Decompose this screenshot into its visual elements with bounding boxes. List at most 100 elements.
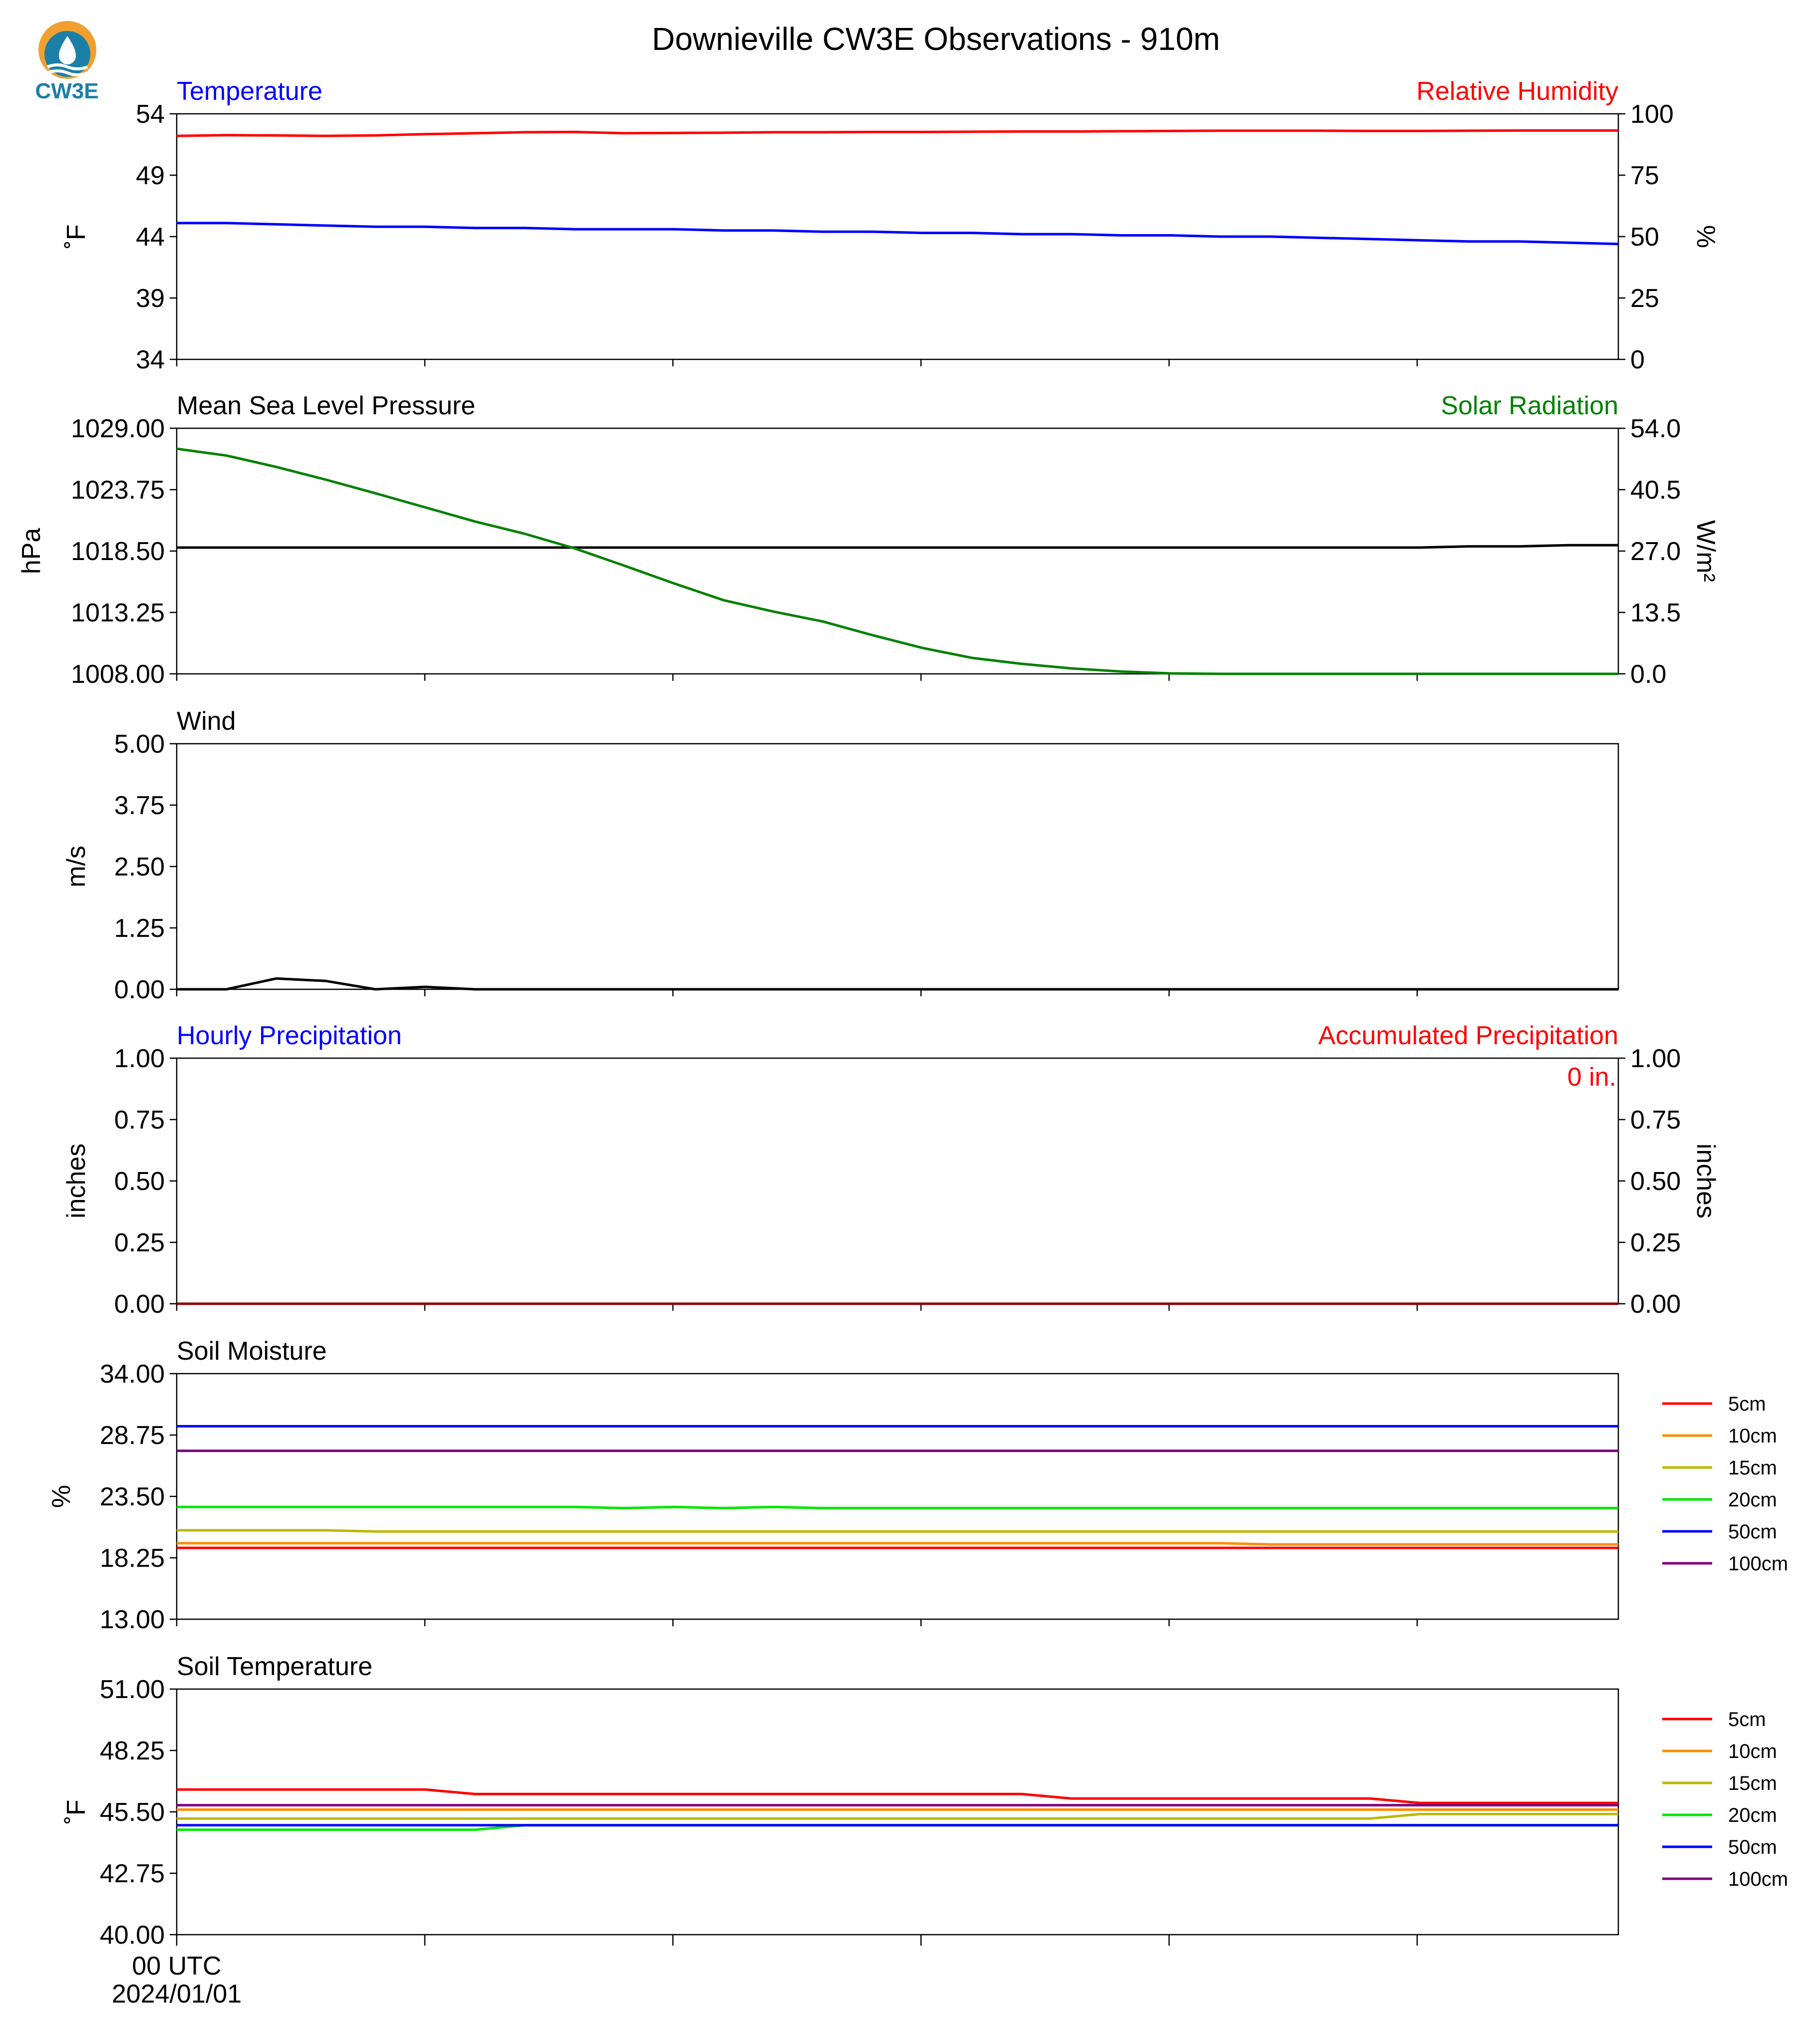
y-tick-label: 0.00 — [114, 975, 165, 1004]
panel-left-title: Soil Temperature — [177, 1652, 372, 1681]
y-tick-label: 39 — [136, 284, 165, 313]
legend-label: 50cm — [1728, 1521, 1777, 1543]
legend-label: 100cm — [1728, 1868, 1788, 1890]
y2-tick-label: 0.00 — [1630, 1290, 1681, 1319]
y2-axis-label: % — [1691, 225, 1720, 248]
y-tick-label: 1029.00 — [71, 414, 165, 443]
panel-frame — [176, 743, 1619, 990]
series-line-15cm — [177, 1529, 1618, 1533]
y-tick-label: 48.25 — [100, 1737, 165, 1765]
y-axis-label: inches — [62, 1144, 91, 1218]
y2-tick-label: 1.00 — [1630, 1044, 1681, 1073]
legend-label: 10cm — [1728, 1425, 1777, 1447]
y-axis-label: m/s — [62, 846, 91, 887]
y2-tick-label: 54.0 — [1630, 414, 1681, 443]
panel-left-title: Soil Moisture — [177, 1337, 327, 1366]
y-tick-label: 45.50 — [100, 1798, 165, 1827]
panel-1 — [170, 427, 1625, 681]
y-tick-label: 1008.00 — [71, 660, 165, 689]
legend-label: 5cm — [1728, 1709, 1766, 1731]
logo-wave — [46, 69, 88, 76]
legend-label: 15cm — [1728, 1772, 1777, 1794]
y-axis-label: % — [47, 1485, 76, 1508]
y-tick-label: 0.75 — [114, 1106, 165, 1135]
y2-tick-label: 0.25 — [1630, 1228, 1681, 1257]
series-line-left — [177, 544, 1618, 549]
y-axis-label: ˚F — [62, 1799, 91, 1824]
y-tick-label: 1.25 — [114, 914, 165, 943]
y2-tick-label: 0 — [1630, 345, 1645, 374]
series-line-5cm — [177, 1788, 1618, 1804]
series-line-20cm — [177, 1505, 1618, 1509]
cw3e-logo — [30, 15, 105, 110]
y-tick-label: 0.25 — [114, 1228, 165, 1257]
y2-tick-label: 13.5 — [1630, 598, 1681, 627]
y-tick-label: 5.00 — [114, 730, 165, 759]
y-tick-label: 23.50 — [100, 1482, 165, 1511]
legend-label: 100cm — [1728, 1553, 1788, 1575]
y-tick-label: 34 — [136, 345, 165, 374]
panel-5 — [170, 1688, 1712, 1946]
y2-tick-label: 0.75 — [1630, 1106, 1681, 1135]
y-tick-label: 13.00 — [100, 1605, 165, 1634]
y-tick-label: 3.75 — [114, 791, 165, 820]
series-line-right — [176, 447, 1618, 675]
panel-frame — [176, 1373, 1619, 1620]
y-tick-label: 2.50 — [114, 853, 165, 881]
y-tick-label: 51.00 — [100, 1675, 165, 1704]
legend-label: 20cm — [1728, 1489, 1777, 1511]
panel-left-title: Wind — [177, 707, 236, 736]
logo-wave — [46, 63, 88, 70]
y-tick-label: 1018.50 — [71, 537, 165, 566]
legend-label: 5cm — [1728, 1393, 1766, 1415]
y-tick-label: 0.00 — [114, 1290, 165, 1319]
y2-axis-label: inches — [1691, 1144, 1720, 1218]
panel-0 — [170, 113, 1625, 366]
panel-right-title: Relative Humidity — [1416, 77, 1618, 106]
panel-frame — [176, 1688, 1619, 1936]
y-tick-label: 42.75 — [100, 1859, 165, 1888]
y-tick-label: 54 — [136, 100, 165, 129]
accumulated-total-annotation: 0 in. — [1567, 1063, 1616, 1092]
y2-tick-label: 25 — [1630, 284, 1659, 313]
panel-frame — [176, 1057, 1619, 1305]
y-tick-label: 1023.75 — [71, 476, 165, 505]
y2-tick-label: 50 — [1630, 223, 1659, 252]
y-tick-label: 18.25 — [100, 1544, 165, 1573]
legend-label: 15cm — [1728, 1457, 1777, 1479]
y2-tick-label: 0.50 — [1630, 1167, 1681, 1196]
legend-label: 10cm — [1728, 1740, 1777, 1762]
y-tick-label: 44 — [136, 223, 165, 252]
y-tick-label: 0.50 — [114, 1167, 165, 1196]
y-tick-label: 1.00 — [114, 1044, 165, 1073]
panel-right-title: Accumulated Precipitation — [1318, 1021, 1618, 1050]
panel-right-title: Solar Radiation — [1441, 391, 1618, 420]
x-tick-label: 00 UTC — [132, 1952, 221, 1981]
y-tick-label: 1013.25 — [71, 598, 165, 627]
figure-title: Downieville CW3E Observations - 910m — [652, 21, 1220, 57]
y-tick-label: 28.75 — [100, 1421, 165, 1450]
series-line-15cm — [177, 1813, 1618, 1820]
logo-mark — [38, 21, 96, 79]
y-tick-label: 49 — [136, 161, 165, 190]
panel-frame — [176, 427, 1619, 675]
panel-frame — [176, 113, 1619, 360]
series-line-left — [177, 977, 1618, 991]
y2-tick-label: 75 — [1630, 161, 1659, 190]
panel-left-title: Temperature — [177, 77, 322, 106]
y2-tick-label: 100 — [1630, 100, 1674, 129]
panel-left-title: Hourly Precipitation — [177, 1021, 402, 1050]
series-line-right — [176, 129, 1618, 137]
series-line-left — [177, 222, 1619, 246]
water-drop-icon — [59, 36, 76, 64]
y2-tick-label: 27.0 — [1630, 537, 1681, 566]
legend-label: 50cm — [1728, 1836, 1777, 1858]
y2-tick-label: 40.5 — [1630, 476, 1681, 505]
panel-4 — [170, 1373, 1712, 1626]
y-tick-label: 40.00 — [100, 1921, 165, 1950]
series-line-10cm — [177, 1542, 1618, 1546]
y2-axis-label: W/m² — [1691, 520, 1720, 582]
panel-left-title: Mean Sea Level Pressure — [177, 391, 475, 420]
y-axis-label: hPa — [17, 528, 46, 575]
